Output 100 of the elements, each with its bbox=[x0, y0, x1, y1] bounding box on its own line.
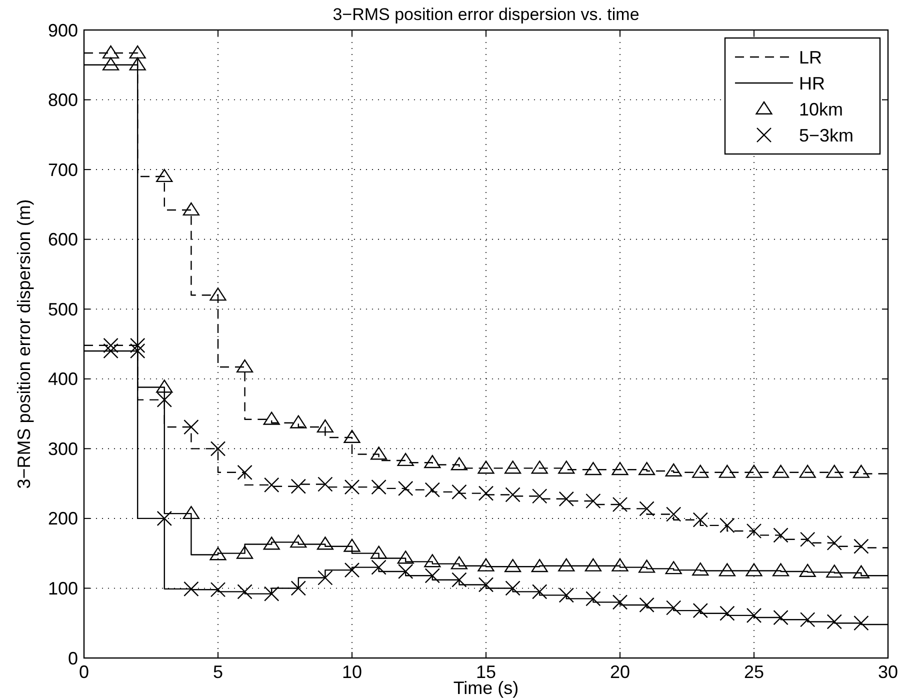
point bbox=[478, 486, 494, 501]
point bbox=[505, 580, 520, 596]
legend-label: LR bbox=[799, 47, 822, 68]
y-tick-label: 600 bbox=[48, 230, 78, 250]
point bbox=[264, 477, 280, 493]
point bbox=[854, 538, 869, 554]
point bbox=[852, 464, 870, 478]
y-tick-label: 900 bbox=[48, 20, 78, 40]
point bbox=[236, 359, 254, 373]
point bbox=[692, 464, 709, 478]
point bbox=[130, 343, 146, 359]
y-tick-label: 500 bbox=[48, 299, 78, 320]
point bbox=[826, 614, 842, 630]
legend-label: 10km bbox=[799, 99, 844, 120]
point bbox=[129, 57, 146, 70]
legend-label: HR bbox=[799, 73, 825, 94]
point bbox=[397, 550, 414, 564]
point bbox=[800, 532, 816, 547]
point bbox=[424, 455, 441, 468]
point bbox=[424, 568, 440, 584]
point bbox=[773, 610, 788, 626]
point bbox=[612, 558, 628, 572]
point bbox=[397, 452, 414, 466]
chart-title: 3−RMS position error dispersion vs. time bbox=[332, 5, 640, 24]
point bbox=[102, 45, 120, 59]
point bbox=[424, 482, 440, 498]
point bbox=[772, 464, 790, 478]
y-axis-title: 3−RMS position error dispersion (m) bbox=[14, 199, 34, 489]
point bbox=[612, 462, 628, 476]
point bbox=[826, 464, 843, 478]
point bbox=[450, 457, 468, 470]
point bbox=[424, 554, 441, 568]
point bbox=[184, 581, 199, 597]
point bbox=[290, 415, 307, 428]
point bbox=[344, 562, 360, 578]
point bbox=[182, 506, 200, 520]
point bbox=[692, 602, 708, 618]
point bbox=[450, 556, 468, 570]
point bbox=[692, 512, 708, 528]
point bbox=[316, 419, 334, 433]
point bbox=[237, 584, 252, 600]
point bbox=[398, 564, 414, 580]
point bbox=[746, 464, 762, 478]
y-tick-label: 0 bbox=[68, 648, 78, 668]
x-tick-label: 20 bbox=[610, 662, 630, 682]
point bbox=[558, 460, 575, 474]
point bbox=[237, 464, 252, 480]
point bbox=[746, 563, 762, 576]
point bbox=[799, 564, 816, 577]
point bbox=[344, 479, 360, 495]
point bbox=[290, 534, 307, 548]
point bbox=[130, 338, 146, 353]
point bbox=[210, 547, 226, 560]
point bbox=[746, 608, 762, 624]
point bbox=[639, 597, 654, 613]
point bbox=[263, 536, 280, 550]
point bbox=[665, 561, 682, 574]
point bbox=[184, 419, 199, 435]
point bbox=[586, 591, 601, 606]
point bbox=[370, 546, 388, 559]
y-tick-label: 800 bbox=[48, 90, 78, 110]
point bbox=[398, 480, 414, 496]
point bbox=[852, 565, 870, 578]
point bbox=[718, 464, 736, 478]
point bbox=[264, 586, 280, 602]
point bbox=[826, 535, 842, 550]
point bbox=[129, 45, 146, 59]
point bbox=[210, 288, 226, 301]
point bbox=[156, 380, 173, 393]
point bbox=[639, 501, 654, 516]
point bbox=[156, 510, 172, 526]
point bbox=[666, 600, 682, 616]
point bbox=[102, 57, 120, 70]
point bbox=[532, 584, 548, 600]
point bbox=[316, 536, 334, 550]
point bbox=[720, 606, 735, 621]
point bbox=[720, 518, 735, 534]
point bbox=[772, 563, 790, 576]
point bbox=[531, 460, 548, 474]
point bbox=[746, 523, 762, 539]
point bbox=[263, 412, 280, 425]
point bbox=[504, 558, 522, 572]
point bbox=[531, 558, 548, 572]
point bbox=[505, 487, 520, 502]
point bbox=[532, 488, 548, 504]
point bbox=[103, 338, 118, 353]
point bbox=[799, 464, 816, 478]
point bbox=[452, 572, 467, 588]
point bbox=[103, 343, 118, 359]
point bbox=[612, 594, 628, 610]
x-tick-label: 25 bbox=[744, 662, 764, 682]
point bbox=[290, 478, 306, 494]
y-tick-label: 100 bbox=[48, 578, 78, 599]
point bbox=[344, 538, 360, 552]
point bbox=[718, 563, 736, 576]
y-tick-label: 400 bbox=[48, 369, 78, 390]
point bbox=[666, 506, 682, 522]
point bbox=[854, 616, 869, 631]
point bbox=[638, 560, 656, 573]
point bbox=[452, 484, 467, 500]
